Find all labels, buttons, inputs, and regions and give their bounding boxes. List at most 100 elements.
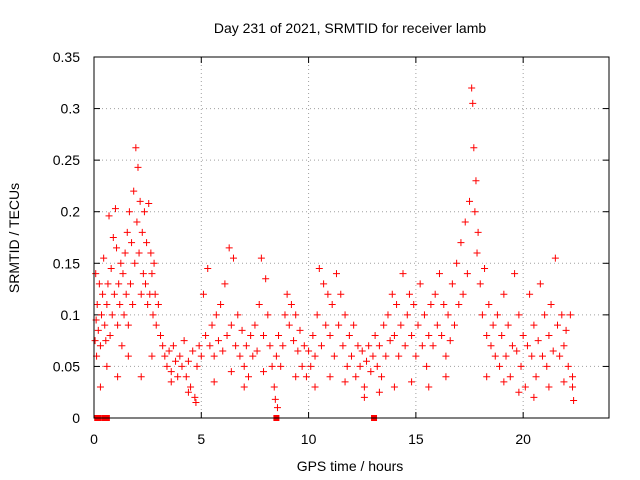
data-point — [416, 280, 424, 288]
data-point — [345, 331, 353, 339]
data-point — [184, 357, 192, 365]
data-point — [103, 301, 111, 309]
data-point — [270, 383, 278, 391]
data-point — [442, 373, 450, 381]
data-point — [221, 280, 229, 288]
data-point — [491, 352, 499, 360]
data-point — [367, 368, 375, 376]
data-point — [356, 362, 364, 370]
data-point — [369, 352, 377, 360]
data-point — [500, 290, 508, 298]
data-point — [223, 331, 231, 339]
data-point — [115, 280, 123, 288]
data-point — [425, 383, 433, 391]
data-point — [154, 301, 162, 309]
data-point — [545, 383, 553, 391]
data-point — [107, 264, 115, 272]
data-point — [172, 357, 180, 365]
data-point — [180, 337, 188, 345]
data-point — [94, 326, 102, 334]
data-point — [530, 321, 538, 329]
data-point — [204, 264, 212, 272]
data-point — [545, 331, 553, 339]
data-points — [91, 84, 578, 421]
data-point — [101, 321, 109, 329]
data-point — [558, 311, 566, 319]
data-point — [326, 331, 334, 339]
data-point — [485, 301, 493, 309]
data-point — [227, 321, 235, 329]
data-point — [238, 326, 246, 334]
data-point — [471, 208, 479, 216]
data-point — [560, 378, 568, 386]
data-point — [142, 280, 149, 288]
data-point — [481, 264, 489, 272]
data-point — [93, 301, 101, 309]
plot-frame — [93, 56, 610, 419]
data-point — [300, 342, 308, 350]
data-point — [378, 373, 386, 381]
data-point — [120, 311, 128, 319]
data-point — [210, 378, 218, 386]
data-point — [195, 342, 203, 350]
data-point — [515, 388, 523, 396]
data-point — [313, 311, 321, 319]
data-point — [446, 337, 454, 345]
data-point — [110, 290, 118, 298]
data-point — [229, 254, 237, 262]
data-point — [126, 280, 134, 288]
data-point — [206, 342, 214, 350]
data-point — [140, 208, 148, 216]
data-point — [103, 362, 111, 370]
y-tick-label: 0.15 — [53, 255, 80, 271]
data-point — [305, 347, 313, 355]
y-tick-label: 0.25 — [53, 152, 80, 168]
data-point — [121, 249, 129, 257]
data-point — [569, 373, 577, 381]
data-point — [528, 352, 536, 360]
data-point — [114, 321, 122, 329]
chart-title: Day 231 of 2021, SRMTID for receiver lam… — [214, 20, 487, 36]
data-point — [294, 347, 302, 355]
data-point — [217, 301, 225, 309]
data-point — [560, 342, 568, 350]
data-point — [324, 290, 332, 298]
data-point — [350, 321, 358, 329]
data-point — [214, 337, 222, 345]
data-point — [496, 362, 504, 370]
data-point — [264, 311, 272, 319]
data-point — [418, 342, 426, 350]
data-point — [511, 270, 519, 278]
data-point — [144, 301, 152, 309]
data-point — [143, 239, 151, 247]
data-point — [191, 393, 199, 401]
data-point — [469, 99, 477, 107]
data-point — [483, 331, 491, 339]
data-point — [167, 378, 175, 386]
data-point — [100, 254, 108, 262]
data-point — [129, 301, 137, 309]
data-point — [176, 352, 184, 360]
data-point — [556, 352, 564, 360]
data-point — [135, 249, 143, 257]
data-point — [151, 290, 159, 298]
y-axis-title: SRMTID / TECUs — [6, 183, 22, 293]
y-tick-label: 0.3 — [61, 101, 81, 117]
data-point — [122, 290, 130, 298]
data-point — [225, 244, 233, 252]
data-point — [322, 321, 330, 329]
data-point — [382, 352, 390, 360]
data-point — [273, 404, 281, 412]
y-axis: 0 0.05 0.1 0.15 0.2 0.25 0.3 0.35 — [53, 49, 609, 426]
data-point — [219, 347, 227, 355]
data-point — [408, 331, 416, 339]
data-point — [570, 396, 578, 404]
data-point — [526, 290, 534, 298]
data-point — [543, 362, 551, 370]
data-point — [147, 249, 155, 257]
data-point — [500, 378, 508, 386]
data-point — [279, 342, 287, 350]
data-point — [517, 362, 525, 370]
data-point — [102, 337, 110, 345]
